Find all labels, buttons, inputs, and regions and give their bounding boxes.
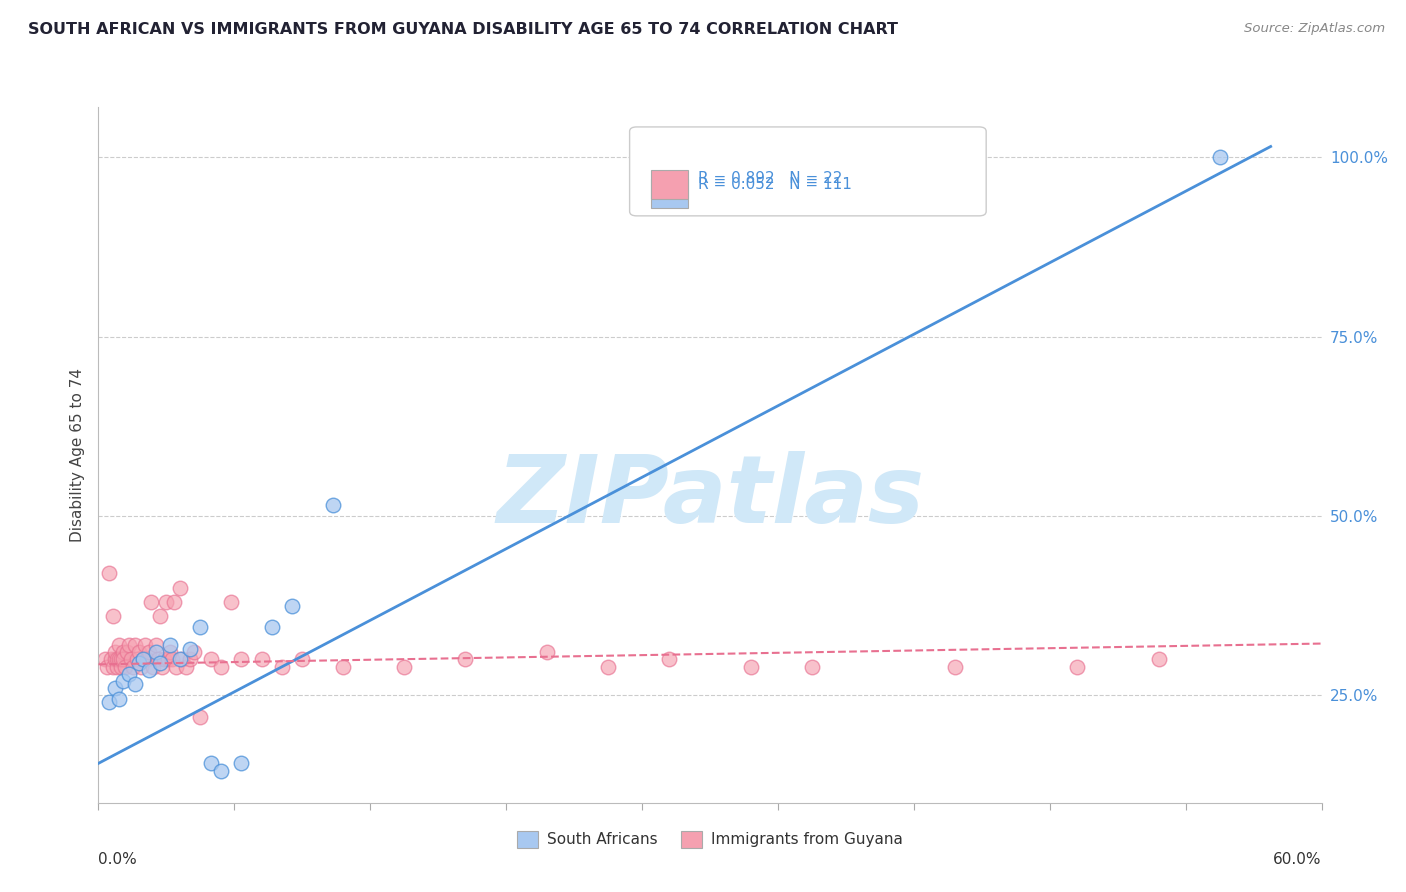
Point [138, 645, 160, 659]
Point [134, 638, 156, 652]
Point [250, 652, 273, 666]
Point [392, 659, 416, 673]
Point [132, 652, 155, 666]
Point [163, 595, 186, 609]
Point [111, 673, 134, 688]
Text: ZIPatlas: ZIPatlas [496, 450, 924, 542]
Point [104, 645, 127, 659]
Point [209, 659, 232, 673]
Point [127, 652, 149, 666]
Point [1066, 659, 1088, 673]
Point [105, 659, 128, 673]
Point [159, 638, 181, 652]
Point [97, 695, 120, 709]
Point [118, 666, 141, 681]
Point [260, 620, 283, 634]
Point [160, 652, 183, 666]
Point [104, 681, 127, 695]
Point [219, 595, 242, 609]
Text: SOUTH AFRICAN VS IMMIGRANTS FROM GUYANA DISABILITY AGE 65 TO 74 CORRELATION CHAR: SOUTH AFRICAN VS IMMIGRANTS FROM GUYANA … [28, 22, 898, 37]
Point [124, 638, 146, 652]
Point [108, 652, 131, 666]
Point [101, 609, 124, 624]
Point [156, 652, 179, 666]
Point [183, 645, 205, 659]
Point [110, 652, 132, 666]
Point [200, 756, 222, 771]
Text: R = 0.892   N = 22: R = 0.892 N = 22 [697, 171, 842, 186]
Point [150, 659, 173, 673]
Point [231, 652, 253, 666]
Point [658, 652, 681, 666]
Point [110, 659, 132, 673]
Point [145, 645, 167, 659]
Point [111, 645, 134, 659]
Point [105, 652, 128, 666]
Point [138, 663, 160, 677]
Point [209, 764, 232, 778]
Point [188, 620, 212, 634]
Point [128, 656, 150, 670]
Point [142, 659, 165, 673]
Point [536, 645, 558, 659]
Text: 0.0%: 0.0% [98, 852, 138, 866]
Point [100, 652, 122, 666]
Point [93, 652, 115, 666]
Point [281, 599, 304, 613]
Point [122, 659, 145, 673]
Y-axis label: Disability Age 65 to 74: Disability Age 65 to 74 [69, 368, 84, 542]
Point [120, 652, 142, 666]
Point [1147, 652, 1170, 666]
Point [149, 609, 172, 624]
Point [598, 659, 620, 673]
Point [111, 652, 134, 666]
Point [179, 652, 201, 666]
Point [136, 652, 159, 666]
Point [115, 645, 138, 659]
Point [740, 659, 762, 673]
Point [170, 652, 193, 666]
Text: 60.0%: 60.0% [1274, 852, 1322, 866]
Text: R = 0.052   N = 111: R = 0.052 N = 111 [697, 177, 852, 192]
Point [149, 656, 172, 670]
Point [291, 652, 314, 666]
Point [169, 581, 191, 595]
Point [128, 645, 150, 659]
Point [145, 638, 167, 652]
Point [141, 595, 163, 609]
Point [146, 652, 169, 666]
Point [1209, 150, 1232, 164]
Point [159, 645, 181, 659]
Point [108, 691, 131, 706]
Point [231, 756, 253, 771]
Point [101, 659, 124, 673]
Point [179, 641, 201, 656]
Point [322, 498, 344, 512]
Point [124, 677, 146, 691]
Point [165, 659, 187, 673]
Point [104, 652, 127, 666]
Point [174, 659, 197, 673]
Point [108, 638, 131, 652]
Point [152, 652, 174, 666]
Point [155, 595, 177, 609]
Point [118, 638, 141, 652]
Point [943, 659, 966, 673]
Point [454, 652, 477, 666]
Point [332, 659, 354, 673]
Point [188, 710, 212, 724]
Text: Source: ZipAtlas.com: Source: ZipAtlas.com [1244, 22, 1385, 36]
Point [96, 659, 118, 673]
Point [200, 652, 222, 666]
Point [801, 659, 824, 673]
Point [97, 566, 120, 581]
Point [169, 652, 191, 666]
Point [132, 652, 155, 666]
Legend: South Africans, Immigrants from Guyana: South Africans, Immigrants from Guyana [510, 824, 910, 855]
Point [114, 659, 136, 673]
Point [129, 659, 152, 673]
Point [270, 659, 294, 673]
